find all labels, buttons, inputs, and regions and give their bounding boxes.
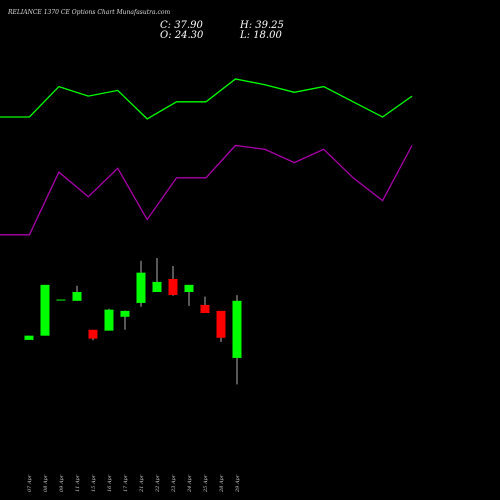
candle-body (200, 305, 210, 313)
x-tick-label: 08 Apr (43, 474, 49, 492)
indicator-line (0, 78, 413, 120)
candle-body (40, 284, 50, 336)
x-tick-label: 24 Apr (187, 474, 193, 493)
x-tick-label: 09 Apr (59, 474, 65, 492)
candle-body (88, 329, 98, 339)
chart-title: RELIANCE 1370 CE Options Chart Munafasut… (7, 9, 170, 16)
x-tick-label: 15 Apr (91, 474, 97, 492)
candle-body (104, 309, 114, 331)
x-tick-label: 21 Apr (139, 474, 145, 493)
x-tick-label: 22 Apr (155, 474, 161, 493)
candle-body (168, 278, 178, 295)
candle-body (184, 284, 194, 292)
candle-body (120, 310, 130, 317)
x-tick-label: 07 Apr (27, 474, 33, 492)
close-label: C: 37.90 (160, 20, 203, 31)
candle-body (136, 272, 146, 303)
x-tick-label: 23 Apr (171, 474, 177, 493)
indicator-line (0, 144, 413, 236)
x-tick-label: 29 Apr (235, 474, 241, 493)
x-tick-label: 16 Apr (107, 474, 113, 492)
high-label: H: 39.25 (239, 20, 284, 31)
low-label: L: 18.00 (239, 30, 282, 41)
candle-body (232, 300, 242, 358)
x-tick-label: 25 Apr (203, 474, 209, 493)
candle-body (216, 310, 226, 338)
candle-body (56, 299, 66, 301)
open-label: O: 24.30 (160, 30, 204, 41)
candle-body (24, 335, 34, 340)
x-tick-label: 11 Apr (75, 474, 81, 492)
candle-body (72, 292, 82, 301)
x-tick-label: 17 Apr (123, 474, 129, 492)
candle-body (152, 281, 162, 292)
x-tick-label: 28 Apr (219, 474, 225, 493)
